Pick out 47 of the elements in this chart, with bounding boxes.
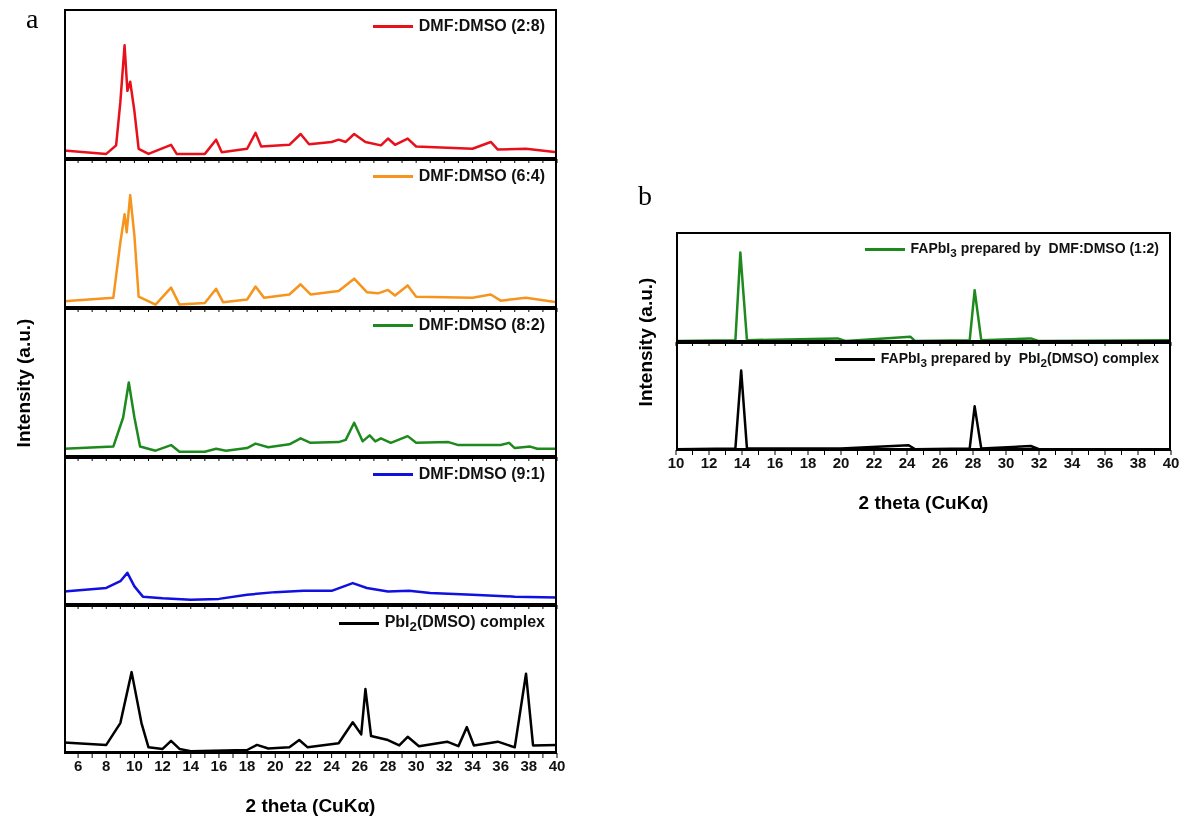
x-tick-label: 40	[548, 756, 566, 774]
legend-label: DMF:DMSO (6:4)	[418, 167, 545, 185]
x-tick-label: 24	[898, 453, 916, 471]
legend-label: FAPbI$_{3}$ prepared by PbI$_{2}$(DMSO) complex	[880, 350, 1159, 369]
x-tick-label: 18	[799, 453, 817, 471]
x-tick-label: 10	[126, 756, 143, 774]
x-tick-label: 38	[520, 756, 538, 774]
x-tick-label: 14	[733, 453, 751, 471]
chart-title: a	[26, 3, 39, 35]
x-tick-label: 34	[464, 756, 482, 774]
x-tick-label: 36	[492, 756, 509, 774]
y-axis-title: Intensity (a.u.)	[635, 277, 657, 407]
legend-label: DMF:DMSO (8:2)	[418, 316, 545, 334]
x-tick-label: 36	[1096, 453, 1114, 471]
legend-label: DMF:DMSO (2:8)	[418, 17, 545, 35]
x-tick-label: 22	[295, 756, 312, 774]
x-tick-label: 20	[266, 756, 284, 774]
x-tick-label: 20	[832, 453, 850, 471]
x-tick-label: 26	[931, 453, 949, 471]
x-tick-label: 26	[351, 756, 369, 774]
x-axis-title: 2 theta (CuKα)	[244, 795, 377, 817]
legend-label: FAPbI$_{3}$ prepared by DMF:DMSO (1:2)	[910, 240, 1159, 259]
legend-label: PbI$_{2}$(DMSO) complex	[384, 613, 545, 635]
x-tick-label: 24	[323, 756, 341, 774]
x-tick-label: 18	[238, 756, 256, 774]
legend-label: DMF:DMSO (9:1)	[418, 465, 545, 483]
x-tick-label: 28	[964, 453, 982, 471]
x-tick-label: 32	[435, 756, 453, 774]
x-tick-label: 32	[1030, 453, 1048, 471]
x-tick-label: 28	[379, 756, 397, 774]
x-tick-label: 30	[997, 453, 1015, 471]
y-axis-title: Intensity (a.u.)	[13, 318, 35, 447]
x-tick-label: 16	[210, 756, 228, 774]
x-tick-label: 30	[407, 756, 425, 774]
x-tick-label: 34	[1063, 453, 1081, 471]
x-tick-label: 8	[102, 756, 111, 774]
x-tick-label: 10	[667, 453, 685, 471]
x-tick-label: 12	[700, 453, 718, 471]
x-tick-label: 22	[865, 453, 883, 471]
x-tick-label: 38	[1129, 453, 1147, 471]
x-tick-label: 16	[766, 453, 784, 471]
x-tick-label: 40	[1162, 453, 1180, 471]
x-axis-title: 2 theta (CuKα)	[857, 492, 990, 514]
chart-title: b	[638, 180, 652, 212]
x-tick-label: 14	[182, 756, 200, 774]
x-tick-label: 6	[73, 756, 83, 774]
x-tick-label: 12	[154, 756, 171, 774]
